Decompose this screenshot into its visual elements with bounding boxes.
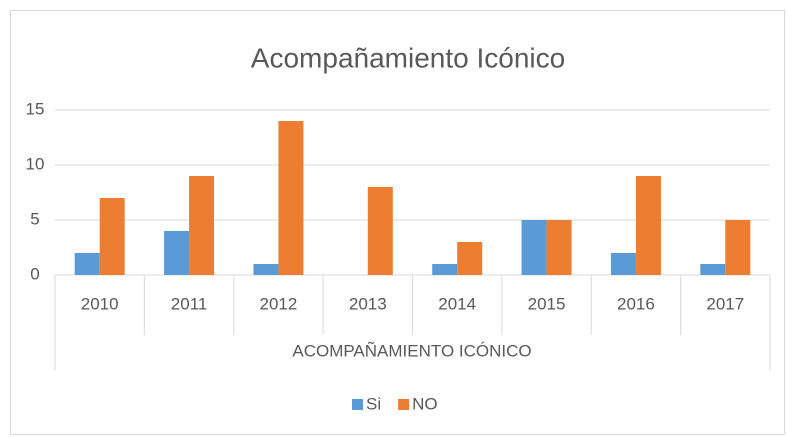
y-tick-label: 5 [30, 209, 39, 228]
bar [521, 220, 547, 275]
bar [432, 264, 458, 275]
x-tick-label: 2016 [617, 294, 655, 313]
bar [725, 220, 751, 275]
x-tick-label: 2013 [349, 294, 387, 313]
legend-label: Si [366, 394, 381, 413]
bar [99, 198, 125, 275]
bar [189, 176, 215, 275]
y-tick-label: 15 [26, 99, 45, 118]
legend-swatch [352, 399, 363, 410]
bar [278, 121, 304, 275]
legend-swatch [398, 399, 410, 410]
bar [546, 220, 572, 275]
bar [253, 264, 279, 275]
legend-label: NO [412, 394, 438, 413]
bar [164, 231, 190, 275]
chart-title: Acompañamiento Icónico [251, 42, 565, 73]
y-tick-label: 10 [26, 154, 45, 173]
bar [74, 253, 100, 275]
x-tick-label: 2017 [706, 294, 744, 313]
bar [635, 176, 661, 275]
x-tick-label: 2015 [528, 294, 566, 313]
x-axis-title: ACOMPAÑAMIENTO ICÓNICO [292, 341, 531, 360]
y-tick-label: 0 [30, 264, 39, 283]
x-tick-label: 2010 [81, 294, 119, 313]
bar [457, 242, 483, 275]
x-tick-label: 2011 [171, 294, 208, 313]
bar [700, 264, 726, 275]
bar [367, 187, 393, 275]
chart-frame [10, 10, 785, 435]
x-tick-label: 2014 [438, 294, 476, 313]
x-tick-label: 2012 [260, 294, 298, 313]
bar [610, 253, 636, 275]
